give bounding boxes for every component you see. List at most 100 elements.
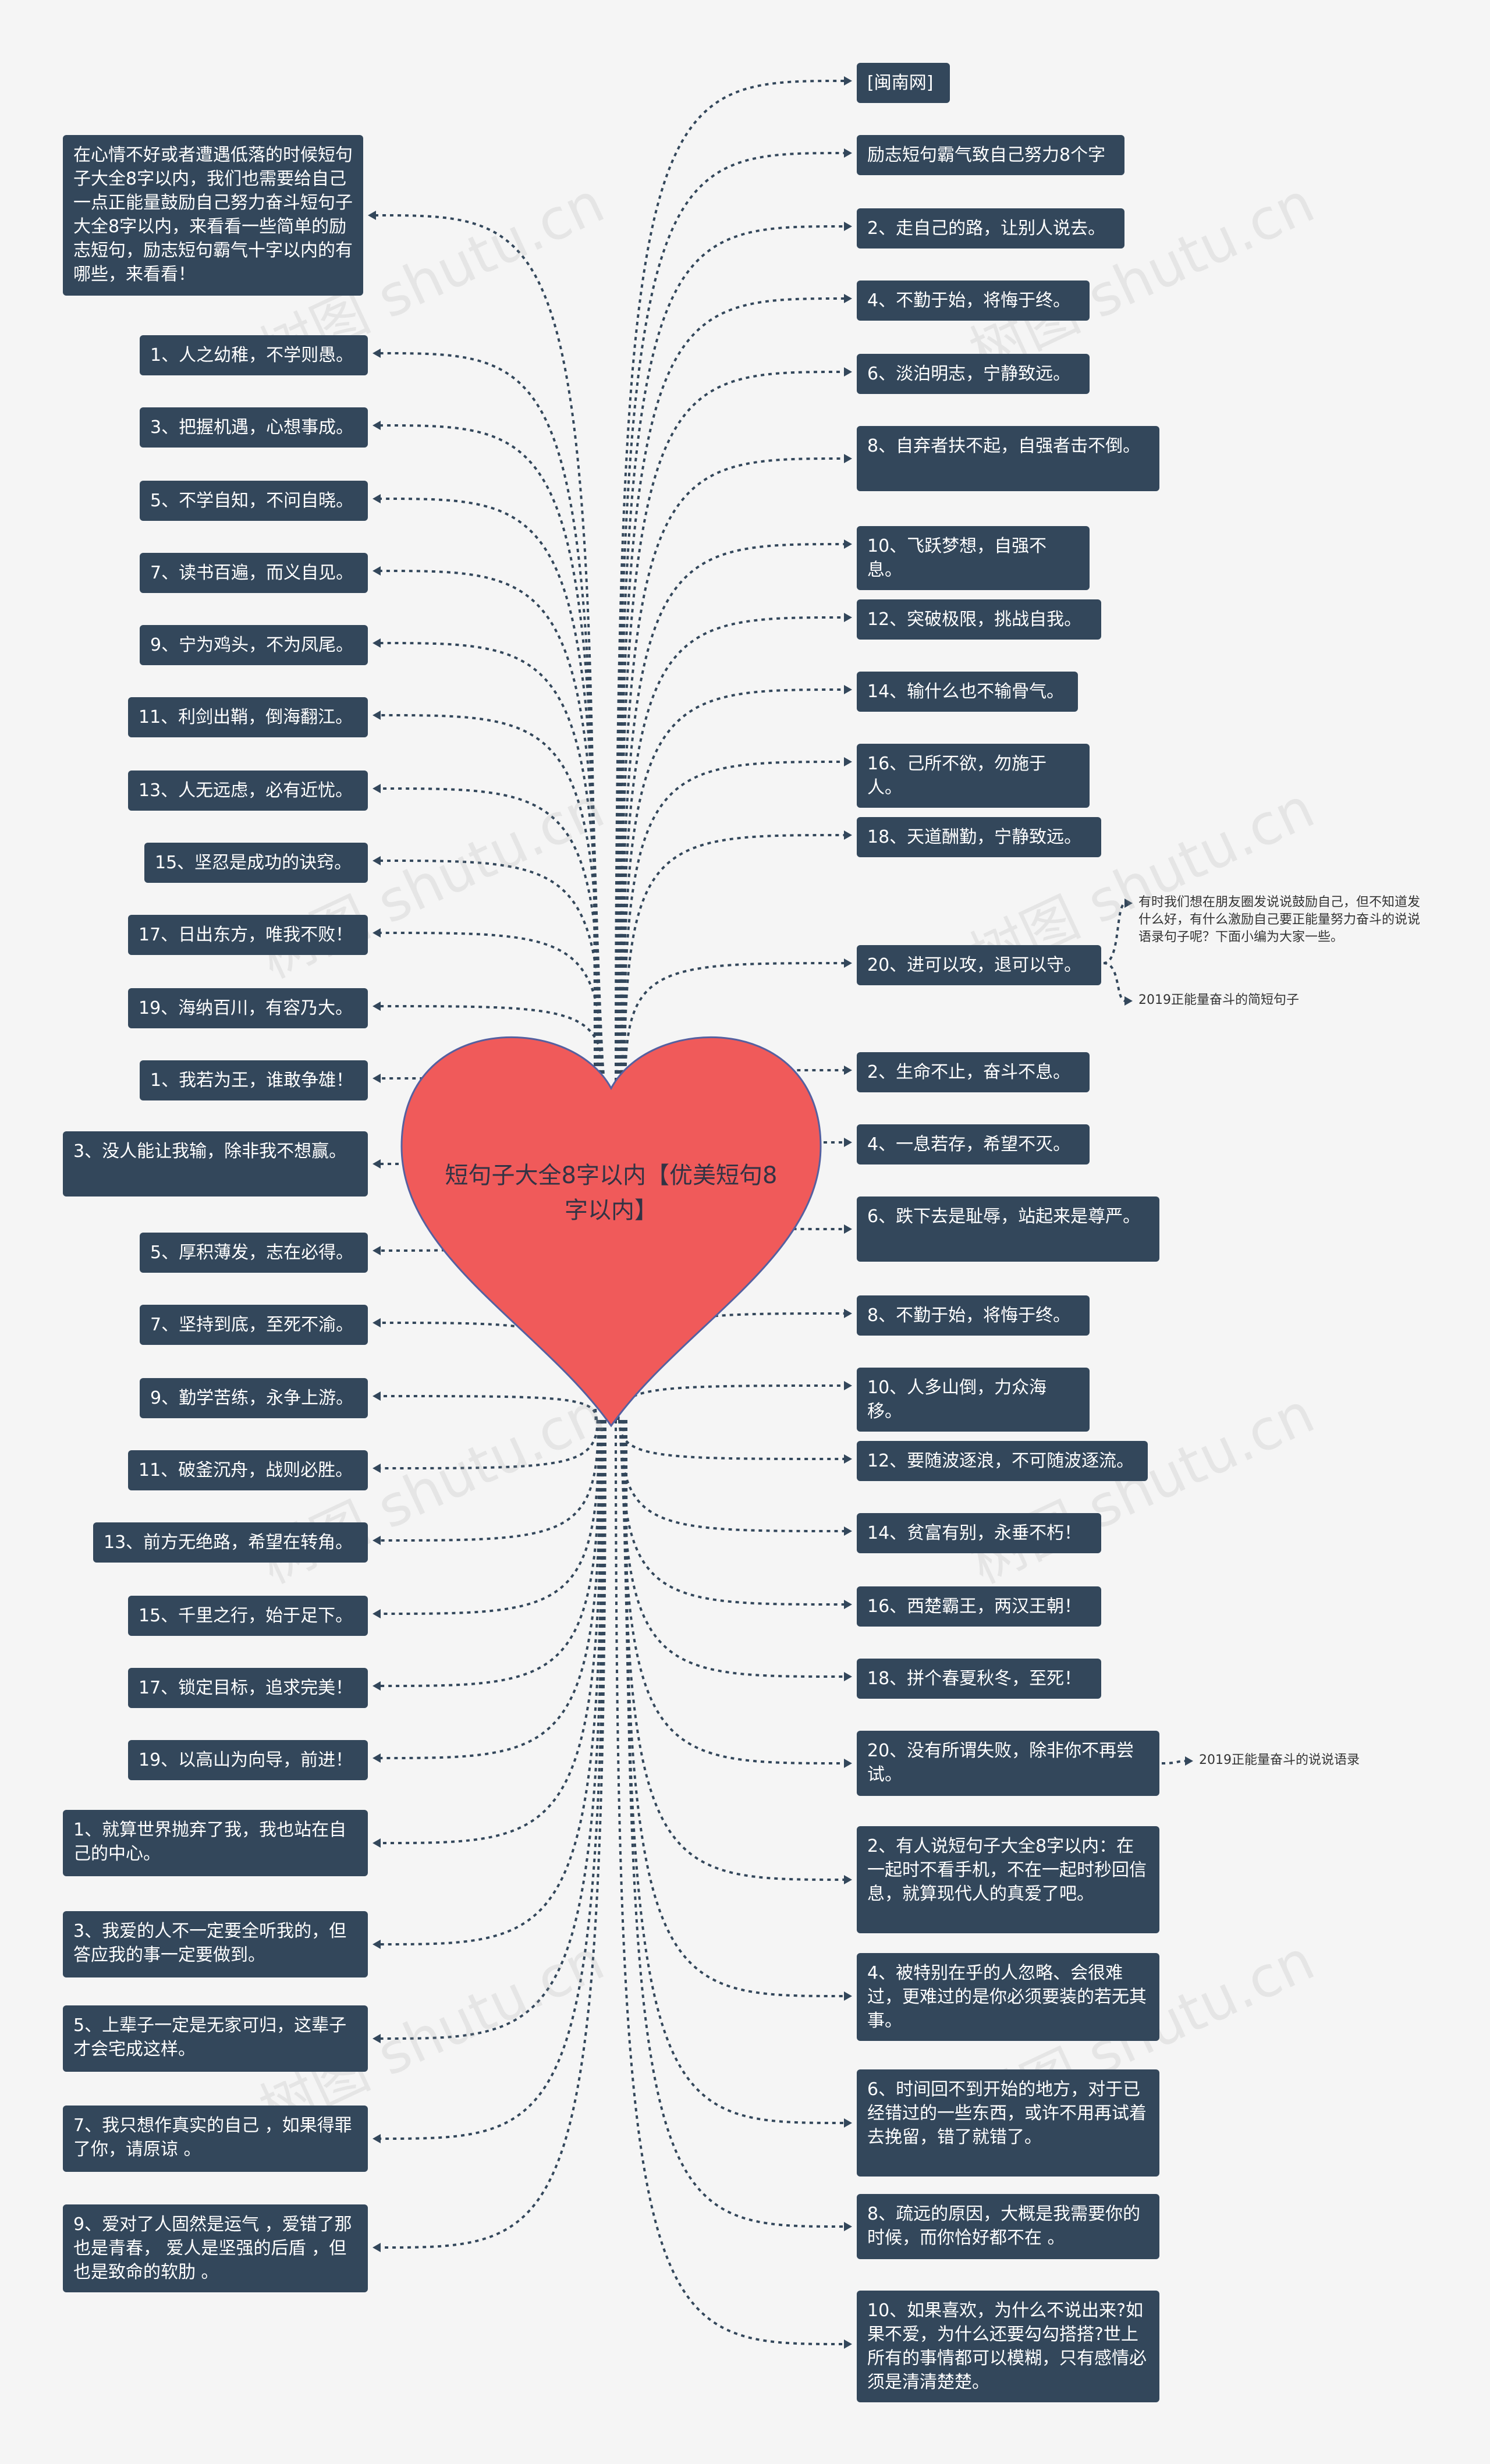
connector-line <box>618 371 845 1082</box>
arrow-icon <box>372 1681 381 1691</box>
right-branch-node[interactable]: 8、自弃者扶不起，自强者击不倒。 <box>857 426 1159 491</box>
arrow-icon <box>372 784 381 793</box>
left-branch-node[interactable]: 15、千里之行，始于足下。 <box>128 1596 368 1636</box>
arrow-icon <box>844 685 852 694</box>
right-branch-node[interactable]: 8、疏远的原因，大概是我需要你的时候，而你恰好都不在 。 <box>857 2194 1159 2259</box>
left-branch-node[interactable]: 15、坚忍是成功的诀窍。 <box>144 843 368 883</box>
right-branch-node[interactable]: 10、如果喜欢，为什么不说出来?如果不爱，为什么还要勾勾搭搭?世上所有的事情都可… <box>857 2291 1159 2402</box>
right-branch-node[interactable]: 14、输什么也不输骨气。 <box>857 672 1078 712</box>
connector-line <box>620 1419 845 1678</box>
right-branch-node[interactable]: 2、生命不止，奋斗不息。 <box>857 1052 1090 1092</box>
connector-line <box>1161 1760 1187 1764</box>
arrow-icon <box>844 1672 852 1681</box>
connector-line <box>617 297 845 1082</box>
left-branch-node[interactable]: 11、破釜沉舟，战则必胜。 <box>128 1450 368 1490</box>
arrow-icon <box>844 1759 852 1768</box>
right-branch-node[interactable]: 18、拼个春夏秋冬，至死！ <box>857 1659 1101 1699</box>
right-branch-node[interactable]: 6、时间回不到开始的地方，对于已经错过的一些东西，或许不用再试着去挽留，错了就错… <box>857 2069 1159 2177</box>
right-branch-node[interactable]: 12、突破极限，挑战自我。 <box>857 599 1101 640</box>
sub-note[interactable]: 有时我们想在朋友圈发说说鼓励自己，但不知道发什么好，有什么激励自己要正能量努力奋… <box>1138 895 1421 945</box>
left-branch-node[interactable]: 5、上辈子一定是无家可归，这辈子才会宅成这样。 <box>63 2005 368 2072</box>
left-branch-node[interactable]: 5、厚积薄发，志在必得。 <box>140 1233 368 1273</box>
arrow-icon <box>844 294 852 303</box>
arrow-icon <box>372 1246 381 1255</box>
arrow-icon <box>372 1391 381 1401</box>
right-branch-node[interactable]: 8、不勤于始，将悔于终。 <box>857 1295 1090 1336</box>
left-branch-node[interactable]: 9、爱对了人固然是运气 ，爱错了那也是青春， 爱人是坚强的后盾 ，但也是致命的软… <box>63 2204 368 2292</box>
arrow-icon <box>372 928 381 938</box>
right-branch-node[interactable]: 20、进可以攻，退可以守。 <box>857 945 1101 985</box>
left-branch-node[interactable]: 3、我爱的人不一定要全听我的，但答应我的事一定要做到。 <box>63 1911 368 1977</box>
arrow-icon <box>844 222 852 231</box>
connector-line <box>380 1419 601 1615</box>
right-branch-node[interactable]: 14、贫富有别，永垂不朽！ <box>857 1513 1101 1553</box>
sub-note[interactable]: 2019正能量奋斗的说说语录 <box>1199 1753 1360 1767</box>
arrow-icon <box>844 76 852 86</box>
arrow-icon <box>372 421 381 430</box>
connector-line <box>618 1419 845 1460</box>
arrow-icon <box>372 1753 381 1763</box>
connector-line <box>375 214 596 1082</box>
central-topic[interactable]: 短句子大全8字以内【优美短句8字以内】 <box>445 1162 778 1224</box>
left-branch-node[interactable]: 7、我只想作真实的自己 ，如果得罪了你，请原谅 。 <box>63 2106 368 2172</box>
right-branch-node[interactable]: 10、飞跃梦想，自强不息。 <box>857 526 1090 590</box>
connector-line <box>380 1419 603 1844</box>
left-branch-node[interactable]: 19、以高山为向导，前进！ <box>128 1740 368 1780</box>
right-branch-node[interactable]: 励志短句霸气致自己努力8个字 <box>857 135 1124 175</box>
left-branch-node[interactable]: 13、人无远虑，必有近忧。 <box>128 771 368 811</box>
arrow-icon <box>844 2222 852 2231</box>
arrow-icon <box>372 1536 381 1545</box>
arrow-icon <box>1185 1756 1193 1766</box>
left-branch-node[interactable]: 3、没人能让我输，除非我不想赢。 <box>63 1131 368 1197</box>
arrow-icon <box>844 1381 852 1390</box>
right-branch-node[interactable]: 12、要随波逐浪，不可随波逐流。 <box>857 1441 1148 1481</box>
right-branch-node[interactable]: 2、有人说短句子大全8字以内：在一起时不看手机，不在一起时秒回信息，就算现代人的… <box>857 1826 1159 1933</box>
arrow-icon <box>372 349 381 358</box>
right-branch-node[interactable]: 4、不勤于始，将悔于终。 <box>857 281 1090 321</box>
right-branch-node[interactable]: 6、跌下去是耻辱，站起来是尊严。 <box>857 1197 1159 1262</box>
right-branch-node[interactable]: 16、己所不欲，勿施于人。 <box>857 744 1090 808</box>
arrow-icon <box>844 367 852 377</box>
right-branch-node[interactable]: 4、被特别在乎的人忽略、会很难过，更难过的是你必须要装的若无其事。 <box>857 1953 1159 2041</box>
connector-line <box>623 1419 845 1997</box>
left-branch-node[interactable]: 17、日出东方，唯我不败！ <box>128 915 368 955</box>
right-branch-node[interactable]: 20、没有所谓失败，除非你不再尝试。 <box>857 1731 1159 1796</box>
left-branch-node[interactable]: 17、锁定目标，追求完美！ <box>128 1668 368 1708</box>
left-branch-node[interactable]: 19、海纳百川，有容乃大。 <box>128 988 368 1028</box>
left-branch-node[interactable]: 7、坚持到底，至死不渝。 <box>140 1305 368 1345</box>
right-branch-node[interactable]: [闽南网] <box>857 63 950 103</box>
connector-line <box>622 1419 845 1764</box>
left-branch-node[interactable]: 13、前方无绝路，希望在转角。 <box>93 1522 368 1563</box>
right-branch-node[interactable]: 2、走自己的路，让别人说去。 <box>857 208 1124 248</box>
connector-line <box>380 424 598 1082</box>
arrow-icon <box>372 1159 381 1169</box>
connector-line <box>380 1005 605 1082</box>
left-branch-node[interactable]: 在心情不好或者遭遇低落的时候短句子大全8字以内，我们也需要给自己一点正能量鼓励自… <box>63 135 363 296</box>
arrow-icon <box>372 566 381 576</box>
connector-line <box>380 787 602 1082</box>
right-branch-node[interactable]: 6、淡泊明志，宁静致远。 <box>857 354 1090 394</box>
arrow-icon <box>844 757 852 766</box>
left-branch-node[interactable]: 11、利剑出鞘，倒海翻江。 <box>128 697 368 737</box>
left-branch-node[interactable]: 9、勤学苦练，永争上游。 <box>140 1378 368 1418</box>
right-branch-node[interactable]: 10、人多山倒，力众海移。 <box>857 1368 1090 1432</box>
connector-line <box>619 457 845 1082</box>
left-branch-node[interactable]: 5、不学自知，不问自晓。 <box>140 481 368 521</box>
arrow-icon <box>844 454 852 463</box>
left-branch-node[interactable]: 1、人之幼稚，不学则愚。 <box>140 335 368 375</box>
left-branch-node[interactable]: 3、把握机遇，心想事成。 <box>140 407 368 448</box>
arrow-icon <box>372 1318 381 1327</box>
arrow-icon <box>372 1074 381 1083</box>
arrow-icon <box>368 211 376 220</box>
left-branch-node[interactable]: 1、我若为王，谁敢争雄！ <box>140 1060 368 1100</box>
right-branch-node[interactable]: 18、天道酬勤，宁静致远。 <box>857 817 1101 857</box>
left-branch-node[interactable]: 7、读书百遍，而义自见。 <box>140 553 368 593</box>
sub-note[interactable]: 2019正能量奋斗的简短句子 <box>1138 993 1299 1007</box>
connector-line <box>380 498 599 1082</box>
left-branch-node[interactable]: 1、就算世界抛弃了我，我也站在自己的中心。 <box>63 1810 368 1876</box>
connector-line <box>622 1419 845 1881</box>
right-branch-node[interactable]: 4、一息若存，希望不灭。 <box>857 1124 1090 1164</box>
right-branch-node[interactable]: 16、西楚霸王，两汉王朝！ <box>857 1586 1101 1627</box>
left-branch-node[interactable]: 9、宁为鸡头，不为凤尾。 <box>140 625 368 665</box>
